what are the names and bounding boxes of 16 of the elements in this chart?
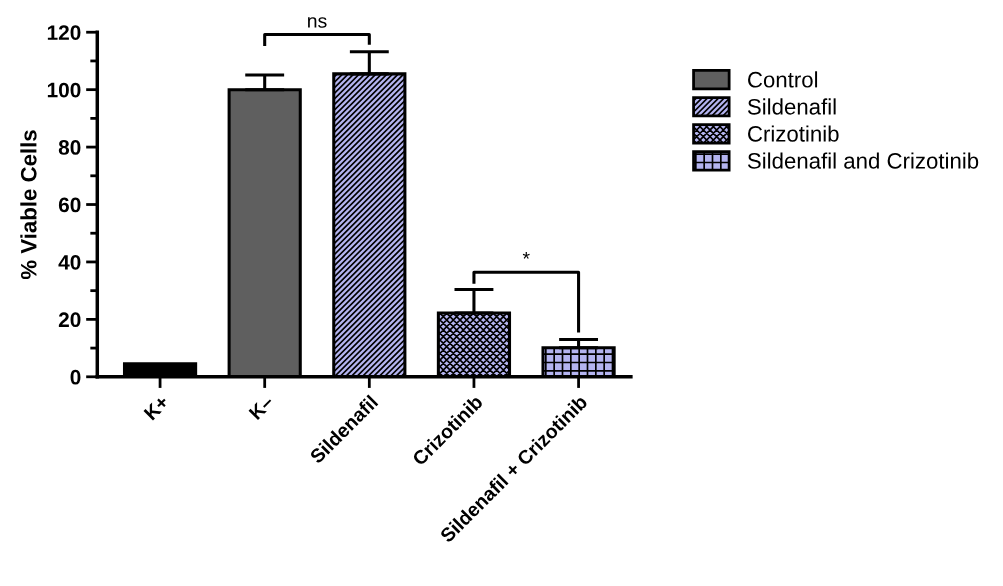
y-axis-title: % Viable Cells (20, 130, 37, 280)
y-tick-label: 20 (58, 312, 81, 328)
legend-label: Sildenafil (747, 98, 836, 115)
y-tick-label: 60 (58, 197, 81, 213)
y-tick-label: 40 (58, 254, 81, 270)
y-tick-label: 120 (47, 25, 81, 40)
x-tick-label: K+ (143, 394, 170, 421)
x-tick-label: K– (248, 394, 275, 421)
text: ns (308, 17, 327, 28)
legend-label: Sildenafil and Crizotinib (747, 152, 979, 169)
y-tick-label: 0 (70, 369, 81, 385)
legend-label: Crizotinib (748, 125, 839, 142)
legend-label: Control (748, 71, 818, 88)
annotation: * (522, 252, 530, 259)
y-tick-label: 80 (58, 140, 81, 155)
y-tick-label: 100 (47, 82, 81, 98)
